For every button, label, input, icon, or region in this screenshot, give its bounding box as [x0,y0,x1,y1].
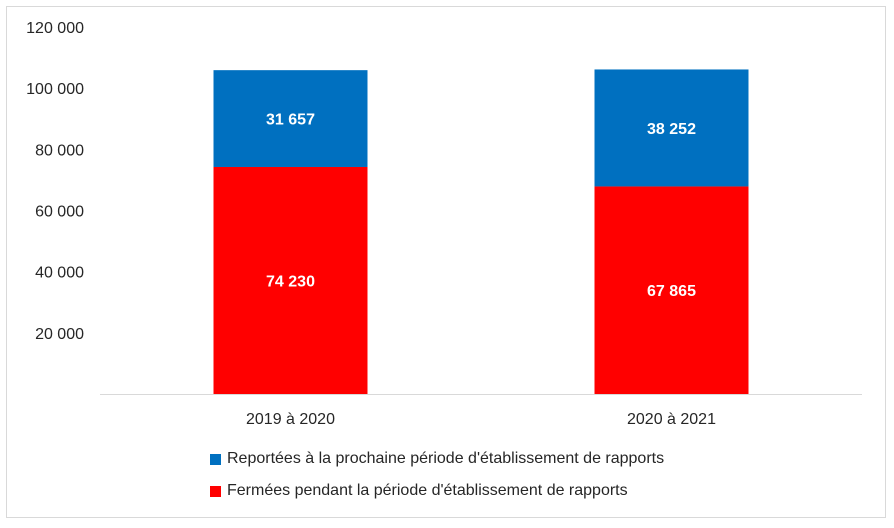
legend-swatch-red [210,485,221,497]
legend-item-fermees: Fermées pendant la période d'établisseme… [210,482,628,500]
legend-label-reportees: Reportées à la prochaine période d'établ… [227,450,665,467]
x-tick-label: 2020 à 2021 [627,411,716,428]
y-tick-label: 80 000 [35,142,84,159]
y-tick-label: 60 000 [35,204,84,221]
x-tick-label: 2019 à 2020 [246,411,335,428]
y-tick-label: 20 000 [35,326,84,343]
data-label: 31 657 [266,112,315,129]
data-label: 74 230 [266,273,315,290]
data-label: 38 252 [647,121,696,138]
legend-swatch-blue [210,453,221,465]
legend-item-reportees: Reportées à la prochaine période d'établ… [210,450,664,468]
y-tick-label: 120 000 [26,20,84,37]
legend-label-fermees: Fermées pendant la période d'établisseme… [227,482,628,499]
data-label: 67 865 [647,283,696,300]
bar-segment [594,186,749,394]
bar-segment [213,166,368,394]
y-tick-label: 40 000 [35,265,84,282]
bar-segment [594,69,749,187]
bar-segment [213,70,368,167]
y-tick-label: 100 000 [26,81,84,98]
